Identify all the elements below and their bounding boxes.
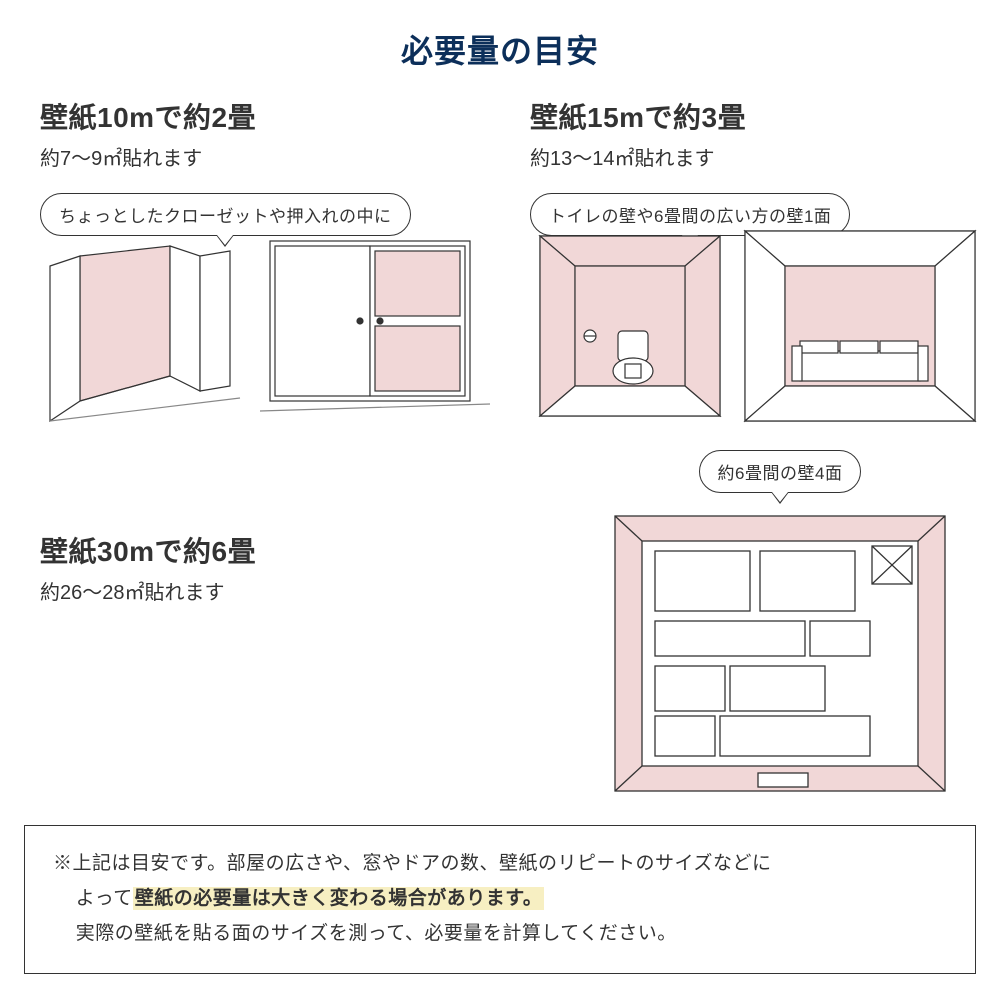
note-line2-prefix: よって bbox=[76, 888, 133, 909]
page-title: 必要量の目安 bbox=[0, 0, 1000, 72]
oshiire-illustration bbox=[260, 226, 490, 426]
block-15m-title: 壁紙15mで約3畳 bbox=[530, 96, 980, 136]
room-topdown-illustration bbox=[610, 511, 950, 801]
block-15m: 壁紙15mで約3畳 約13〜14㎡貼れます トイレの壁や6畳間の広い方の壁1面 bbox=[530, 96, 980, 236]
note-line3: 実際の壁紙を貼る面のサイズを測って、必要量を計算してください。 bbox=[53, 916, 947, 951]
note-line2-wrap: よって壁紙の必要量は大きく変わる場合があります。 bbox=[53, 881, 947, 916]
note-line1: ※上記は目安です。部屋の広さや、窓やドアの数、壁紙のリピートのサイズなどに bbox=[53, 853, 771, 874]
block-10m: 壁紙10mで約2畳 約7〜9㎡貼れます ちょっとしたクローゼットや押入れの中に bbox=[40, 96, 500, 236]
block-30m-title: 壁紙30mで約6畳 bbox=[40, 530, 500, 570]
closet-illustration bbox=[40, 226, 250, 426]
room-wall-illustration bbox=[740, 226, 980, 426]
disclaimer-box: ※上記は目安です。部屋の広さや、窓やドアの数、壁紙のリピートのサイズなどに よっ… bbox=[24, 825, 976, 974]
block-10m-title: 壁紙10mで約2畳 bbox=[40, 96, 500, 136]
block-30m-visual: 約6畳間の壁4面 bbox=[580, 450, 980, 801]
block-30m-subtitle: 約26〜28㎡貼れます bbox=[40, 576, 500, 605]
note-highlight: 壁紙の必要量は大きく変わる場合があります。 bbox=[133, 887, 545, 910]
block-15m-subtitle: 約13〜14㎡貼れます bbox=[530, 142, 980, 171]
block-30m-bubble: 約6畳間の壁4面 bbox=[699, 450, 862, 493]
block-10m-subtitle: 約7〜9㎡貼れます bbox=[40, 142, 500, 171]
toilet-illustration bbox=[530, 226, 730, 426]
block-30m: 壁紙30mで約6畳 約26〜28㎡貼れます bbox=[40, 530, 500, 605]
